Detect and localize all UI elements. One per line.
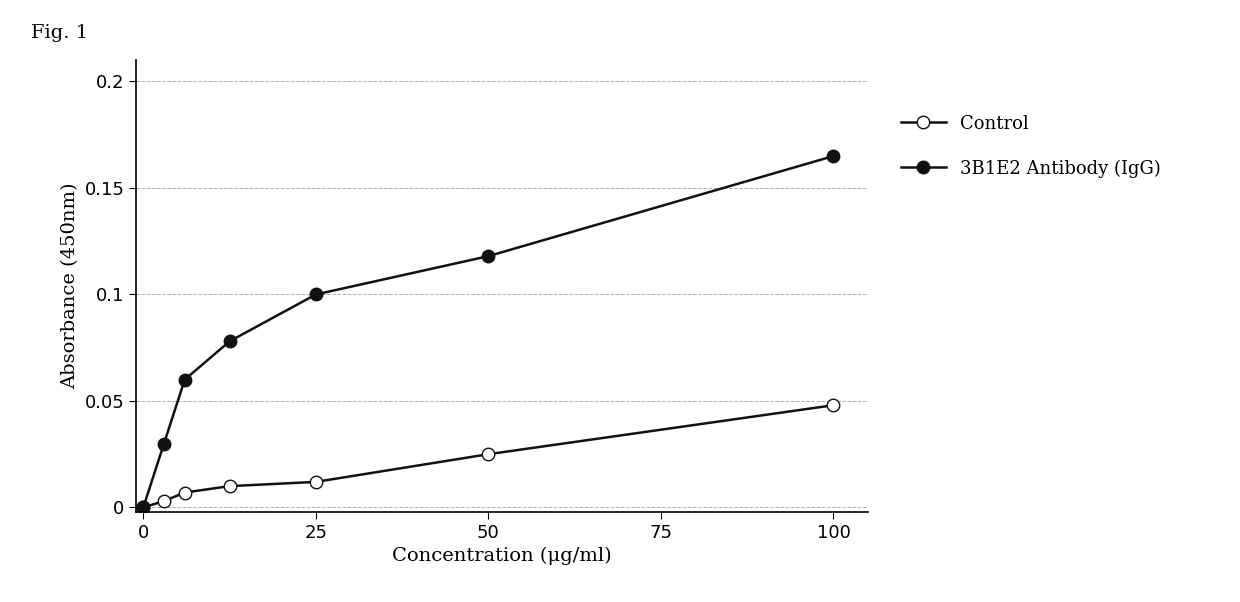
Line: 3B1E2 Antibody (IgG): 3B1E2 Antibody (IgG) [138,150,839,514]
3B1E2 Antibody (IgG) [826,152,841,160]
Control [826,402,841,409]
3B1E2 Antibody (IgG) [177,376,192,383]
Legend: Control, 3B1E2 Antibody (IgG): Control, 3B1E2 Antibody (IgG) [892,105,1171,187]
Control [177,489,192,496]
3B1E2 Antibody (IgG) [309,291,324,298]
Control [481,450,496,458]
3B1E2 Antibody (IgG) [481,252,496,259]
Line: Control: Control [138,399,839,514]
Control [136,504,151,511]
X-axis label: Concentration (μg/ml): Concentration (μg/ml) [392,547,613,565]
3B1E2 Antibody (IgG) [136,504,151,511]
Control [309,478,324,485]
Control [156,497,171,504]
Text: Fig. 1: Fig. 1 [31,24,88,42]
3B1E2 Antibody (IgG) [156,440,171,447]
Control [222,483,237,490]
Y-axis label: Absorbance (450nm): Absorbance (450nm) [61,182,79,389]
3B1E2 Antibody (IgG) [222,338,237,345]
